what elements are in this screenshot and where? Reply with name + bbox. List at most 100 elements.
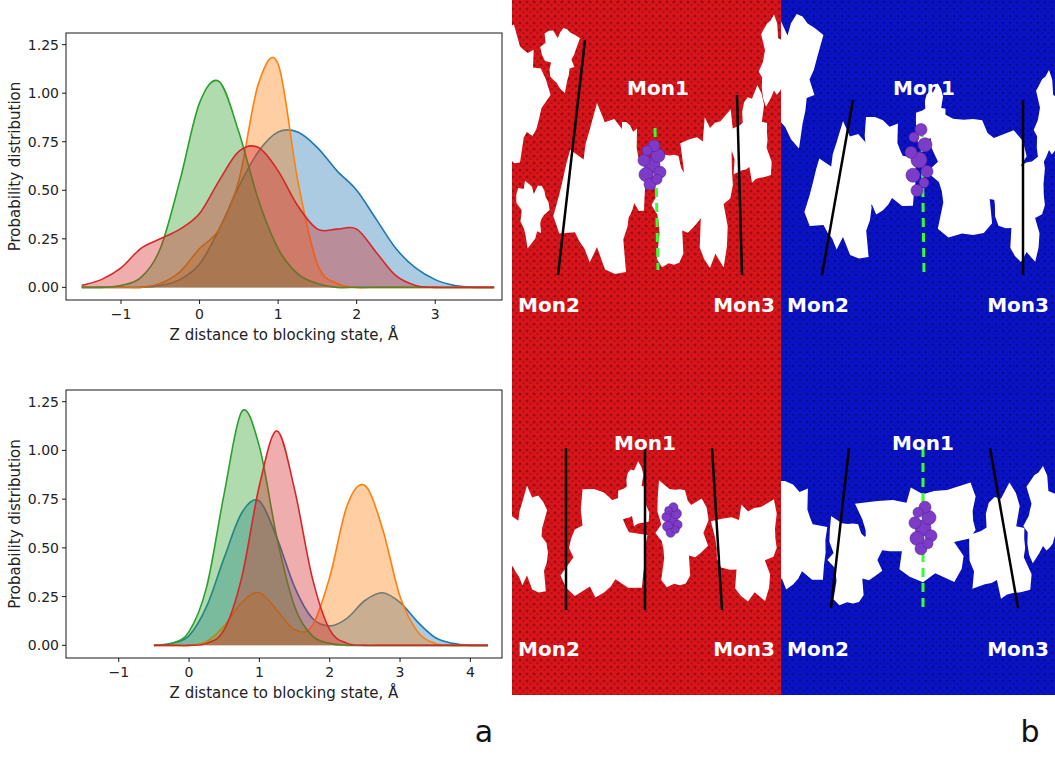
ligand xyxy=(923,539,933,549)
helix-line xyxy=(831,448,849,608)
monomer-label: Mon3 xyxy=(713,293,775,317)
y-tick-label: 0.50 xyxy=(28,540,59,556)
x-axis-title: Z distance to blocking state, Å xyxy=(170,325,399,344)
y-tick xyxy=(62,547,66,548)
monomer-label: Mon2 xyxy=(518,637,580,661)
pore-cavity xyxy=(540,28,580,93)
y-tick xyxy=(62,596,66,597)
ligand xyxy=(638,154,650,166)
ligand xyxy=(921,165,933,177)
helix-line xyxy=(1022,100,1025,275)
x-axis-title: Z distance to blocking state, Å xyxy=(170,683,399,702)
x-tick-label: 3 xyxy=(396,664,405,680)
x-tick-label: 2 xyxy=(325,664,334,680)
frame xyxy=(66,33,502,300)
y-axis-title: Probability distribution xyxy=(6,439,24,609)
x-tick xyxy=(259,658,260,662)
curve xyxy=(154,410,488,646)
x-tick-label: 0 xyxy=(195,306,204,322)
pore-cavity xyxy=(512,486,548,593)
image-bg xyxy=(512,348,781,695)
x-tick-label: −1 xyxy=(108,664,129,680)
y-tick-label: 0.00 xyxy=(28,637,59,653)
pore-cavity xyxy=(1034,70,1055,167)
helix-line xyxy=(712,448,722,610)
y-tick-label: 1.00 xyxy=(28,85,59,101)
frame xyxy=(66,390,502,658)
helix-line xyxy=(737,95,742,275)
x-tick-label: 4 xyxy=(466,664,475,680)
area xyxy=(82,57,494,287)
pore-cavity xyxy=(990,153,1045,262)
monomer-label: Mon2 xyxy=(518,293,580,317)
x-tick xyxy=(400,658,401,662)
y-tick-label: 0.50 xyxy=(28,182,59,198)
y-tick xyxy=(62,190,66,191)
figure: 0.00 0.25 0.50 0.75 1.00 1.25 −1 0 1 2 3 Z distance… xyxy=(0,0,1055,762)
render-image xyxy=(781,0,1055,348)
x-tick xyxy=(470,658,471,662)
monomer-label: Mon3 xyxy=(713,637,775,661)
y-tick xyxy=(62,44,66,45)
image-bg xyxy=(781,348,1055,695)
x-tick xyxy=(356,300,357,304)
monomer-label: Mon3 xyxy=(987,293,1049,317)
y-tick-label: 0.00 xyxy=(28,279,59,295)
panel-label: a xyxy=(475,714,493,749)
area xyxy=(154,410,488,646)
y-tick-label: 0.25 xyxy=(28,231,59,247)
x-tick-label: 1 xyxy=(274,306,283,322)
curve xyxy=(82,146,494,288)
monomer-label: Mon1 xyxy=(614,431,676,455)
render-image xyxy=(512,0,781,348)
x-tick-label: −1 xyxy=(111,306,132,322)
monomer-label: Mon2 xyxy=(787,637,849,661)
ligand xyxy=(652,174,662,184)
y-tick-label: 0.75 xyxy=(28,134,59,150)
pore-cavity xyxy=(1023,466,1055,563)
curve xyxy=(82,57,494,287)
monomer-label: Mon1 xyxy=(893,76,955,100)
ligand xyxy=(672,526,680,534)
y-tick xyxy=(62,499,66,500)
y-tick-label: 1.00 xyxy=(28,442,59,458)
ligand xyxy=(906,168,920,182)
monomer-label: Mon1 xyxy=(892,431,954,455)
monomer-label: Mon1 xyxy=(627,76,689,100)
x-tick xyxy=(435,300,436,304)
y-axis-title: Probability distribution xyxy=(6,82,24,252)
y-tick xyxy=(62,141,66,142)
pore-cavity xyxy=(516,181,549,249)
area xyxy=(154,431,488,646)
x-tick xyxy=(329,658,330,662)
helix-line xyxy=(565,448,568,610)
y-tick-label: 1.25 xyxy=(28,37,59,53)
panel-label: b xyxy=(1020,714,1039,749)
curve xyxy=(154,431,488,646)
x-tick-label: 1 xyxy=(255,664,264,680)
helix-line xyxy=(558,40,585,275)
x-tick xyxy=(120,300,121,304)
area xyxy=(82,146,494,288)
helix-line xyxy=(644,448,647,610)
y-tick xyxy=(62,645,66,646)
y-tick xyxy=(62,93,66,94)
y-tick-label: 1.25 xyxy=(28,394,59,410)
ligand xyxy=(919,178,929,188)
pore-cavity xyxy=(759,15,781,107)
x-tick xyxy=(278,300,279,304)
ligand xyxy=(909,132,919,142)
y-tick-label: 0.75 xyxy=(28,491,59,507)
plot-area xyxy=(154,410,488,646)
y-tick xyxy=(62,401,66,402)
monomer-label: Mon3 xyxy=(987,637,1049,661)
pore-cavity xyxy=(655,480,708,587)
x-tick xyxy=(118,658,119,662)
pore-cavity xyxy=(781,14,823,149)
image-bg xyxy=(781,0,1055,348)
pore-cavity xyxy=(969,483,1031,599)
ligand xyxy=(665,507,673,515)
monomer-label: Mon2 xyxy=(787,293,849,317)
helix-line xyxy=(990,448,1018,608)
x-tick-label: 0 xyxy=(185,664,194,680)
